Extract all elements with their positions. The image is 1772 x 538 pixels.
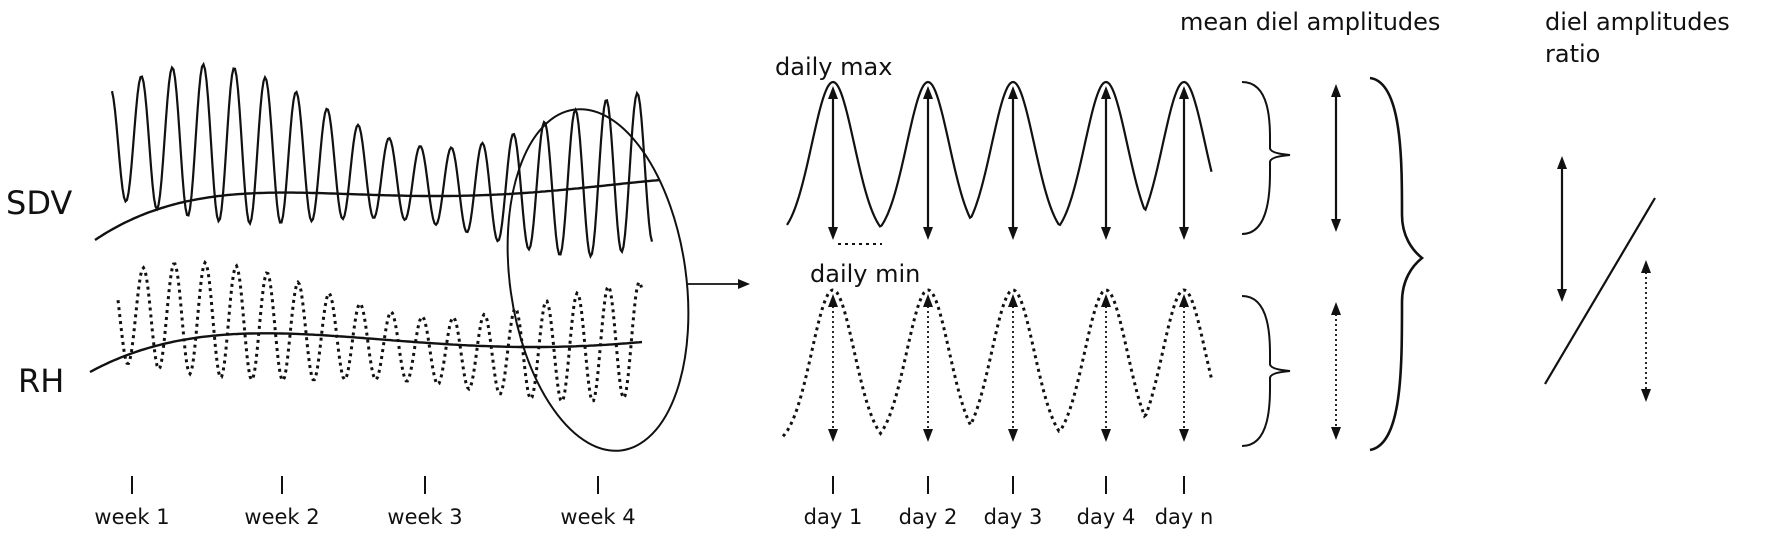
week-tick-label: week 2 (244, 505, 319, 529)
ratio-denominator-arrow (1641, 260, 1651, 402)
daily-min-amplitude-arrow (1179, 294, 1189, 442)
daily-min-amplitude-arrow (828, 294, 838, 442)
mean-and-ratio-arrows (1331, 84, 1651, 440)
week-axis (131, 476, 599, 494)
daily-min-label: daily min (810, 260, 920, 288)
daily-max-amplitude-arrow (1008, 86, 1018, 240)
mean-diel-amplitudes-label: mean diel amplitudes (1180, 8, 1440, 36)
ratio-numerator-arrow (1557, 156, 1567, 302)
axis-labels: week 1 week 2 week 3 week 4 day 1 day 2 day 3 d… (94, 505, 1213, 529)
diel-amplitudes-ratio-label-line2: ratio (1545, 40, 1600, 68)
day-axis (832, 476, 1185, 494)
day-tick-label: day 1 (804, 505, 863, 529)
daily-amplitude-arrows (828, 86, 1189, 442)
sdv-oscillation-series (110, 61, 654, 259)
left-panel: SDV RH (6, 61, 750, 494)
daily-min-wave (781, 288, 1214, 438)
daily-max-label: daily max (775, 53, 892, 81)
mean-min-amplitude-arrow (1331, 302, 1341, 440)
max-group-brace (1241, 81, 1291, 235)
rh-label: RH (18, 362, 64, 400)
day-tick-label: day n (1155, 505, 1214, 529)
sdv-label: SDV (6, 184, 72, 222)
sdv-trend-line (94, 178, 660, 241)
day-tick-label: day 2 (899, 505, 958, 529)
day-tick-label: day 4 (1077, 505, 1136, 529)
daily-max-amplitude-arrow (1101, 86, 1111, 240)
mean-max-amplitude-arrow (1331, 84, 1341, 232)
rh-oscillation-series (116, 259, 643, 405)
week-tick-label: week 1 (94, 505, 169, 529)
zoom-arrow-head (738, 279, 750, 289)
week-4-highlight-ellipse (506, 108, 690, 452)
day-tick-label: day 3 (984, 505, 1043, 529)
week-tick-label: week 4 (560, 505, 635, 529)
daily-max-amplitude-arrow (923, 86, 933, 240)
week-tick-label: week 3 (387, 505, 462, 529)
right-panel: mean diel amplitudes diel amplitudes rat… (1180, 8, 1730, 452)
combined-brace (1369, 76, 1425, 452)
daily-min-amplitude-arrow (1101, 294, 1111, 442)
daily-max-amplitude-arrow (1179, 86, 1189, 240)
daily-max-amplitude-arrow (828, 86, 838, 240)
daily-min-amplitude-arrow (1008, 294, 1018, 442)
daily-max-wave (786, 80, 1213, 228)
ratio-slash (1544, 197, 1656, 385)
diel-amplitudes-ratio-label-line1: diel amplitudes (1545, 8, 1730, 36)
rh-trend-line (89, 332, 643, 374)
min-group-brace (1241, 295, 1291, 447)
middle-panel: daily max daily min (775, 53, 1214, 494)
daily-min-amplitude-arrow (923, 294, 933, 442)
